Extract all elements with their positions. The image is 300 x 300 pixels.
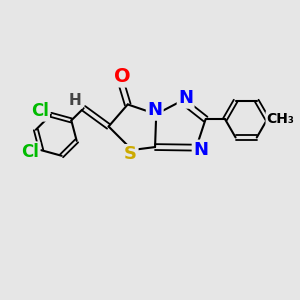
Text: Cl: Cl <box>21 143 39 161</box>
Text: S: S <box>124 146 137 164</box>
Text: H: H <box>69 92 82 107</box>
Text: O: O <box>113 67 130 86</box>
Text: Cl: Cl <box>31 102 49 120</box>
Text: N: N <box>178 89 193 107</box>
Text: N: N <box>193 141 208 159</box>
Text: CH₃: CH₃ <box>267 112 295 126</box>
Text: N: N <box>147 101 162 119</box>
